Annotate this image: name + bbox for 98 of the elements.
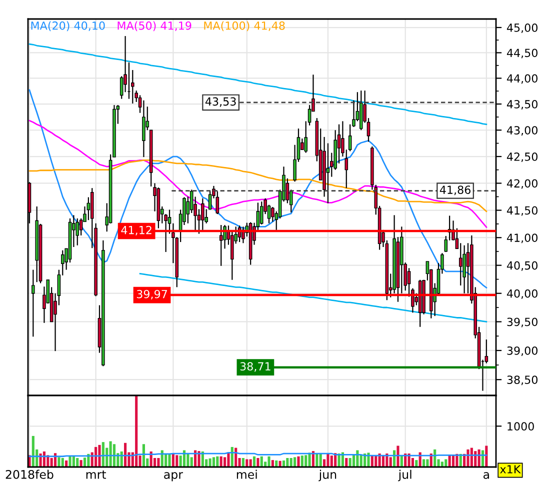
candlestick xyxy=(76,218,80,246)
x-tick-label: apr xyxy=(164,472,183,482)
bar xyxy=(256,458,260,467)
bar xyxy=(242,458,244,467)
x-tick-label: mrt xyxy=(86,470,106,479)
y-tick-label: 39,50 xyxy=(507,318,538,328)
bar xyxy=(182,450,186,467)
bar xyxy=(286,458,289,467)
bar xyxy=(223,457,226,467)
bar xyxy=(389,457,392,467)
bar xyxy=(300,456,304,467)
bar xyxy=(83,458,86,467)
bar xyxy=(282,460,286,467)
bar xyxy=(422,459,426,467)
ref-line-label: 41,86 xyxy=(440,186,470,196)
x-tick-label: jun xyxy=(318,470,336,482)
bar xyxy=(61,458,64,467)
bar xyxy=(190,457,193,467)
bar xyxy=(198,451,200,467)
bar xyxy=(466,449,470,467)
bar xyxy=(304,455,308,467)
bar xyxy=(345,458,348,467)
bar xyxy=(290,458,292,467)
bar xyxy=(98,444,101,467)
bar xyxy=(68,456,72,467)
y-tick-label: 40,00 xyxy=(506,289,538,299)
bar xyxy=(208,458,212,467)
y-tick-label: 1000 xyxy=(508,422,534,431)
bar xyxy=(294,457,296,467)
y-tick-label: 42,50 xyxy=(506,152,538,162)
y-tick-label: 42,00 xyxy=(506,179,538,189)
bar xyxy=(58,457,60,467)
y-tick-label: 41,00 xyxy=(506,234,538,244)
candlestick xyxy=(142,100,146,158)
y-tick-label: 44,00 xyxy=(506,74,538,84)
bar xyxy=(444,459,448,467)
y-tick-label: 40,50 xyxy=(506,261,538,271)
bar xyxy=(135,396,138,467)
bar xyxy=(326,454,330,467)
line-series xyxy=(139,272,488,322)
bar xyxy=(32,436,34,467)
bar xyxy=(65,460,68,467)
bar xyxy=(440,462,444,467)
ref-line-label: 43,53 xyxy=(205,97,236,107)
x-tick-label: a xyxy=(484,472,489,479)
bar xyxy=(415,460,418,467)
bar xyxy=(186,454,190,467)
bar xyxy=(72,456,75,467)
bar xyxy=(176,455,178,467)
bar xyxy=(268,456,270,467)
y-tick-label: 43,50 xyxy=(506,100,538,110)
y-tick-label: 38,50 xyxy=(507,376,538,386)
text: MA(50) 41,19 xyxy=(118,21,192,32)
candlestick xyxy=(462,244,466,294)
bar xyxy=(194,450,197,467)
x-tick-label: jul xyxy=(398,470,412,482)
ref-line-label: 39,97 xyxy=(136,290,167,300)
candlestick xyxy=(32,269,35,338)
y-tick-label: 45,00 xyxy=(506,23,538,34)
candlestick xyxy=(201,198,204,230)
bar xyxy=(316,454,318,467)
candlestick xyxy=(219,224,223,266)
y-axis-title: x1K xyxy=(500,465,521,474)
bar xyxy=(168,454,171,467)
y-tick-label: 43,00 xyxy=(506,126,538,136)
bar xyxy=(396,446,400,467)
bar xyxy=(212,457,216,467)
bar xyxy=(249,459,252,467)
y-tick-label: 44,50 xyxy=(506,48,538,58)
y-tick-label: 39,00 xyxy=(507,346,538,356)
bar xyxy=(308,452,311,467)
bar xyxy=(252,456,256,467)
x-tick-label: 2018feb xyxy=(6,470,54,479)
bar xyxy=(227,452,230,467)
bar xyxy=(216,456,219,467)
candlestick xyxy=(326,142,330,204)
x-tick-label: mei xyxy=(236,470,257,479)
ref-line-label: 38,71 xyxy=(240,362,270,372)
bar xyxy=(76,458,79,467)
bar xyxy=(260,456,263,467)
candlestick xyxy=(458,242,462,286)
bar xyxy=(330,456,333,467)
bar xyxy=(348,458,352,467)
bar xyxy=(80,460,82,467)
text: MA(20) 40,10 xyxy=(31,21,105,32)
line-series xyxy=(28,43,488,126)
bar xyxy=(271,460,274,467)
bar xyxy=(297,456,300,467)
bar xyxy=(220,456,222,467)
ref-line-label: 41,12 xyxy=(121,226,152,236)
bar xyxy=(275,460,278,467)
bar xyxy=(319,454,322,467)
y-tick-label: 41,50 xyxy=(506,206,538,216)
bar xyxy=(246,459,248,467)
bar xyxy=(426,459,429,467)
bar xyxy=(157,458,160,467)
line-series xyxy=(28,160,488,212)
text: MA(100) 41,48 xyxy=(204,21,285,32)
